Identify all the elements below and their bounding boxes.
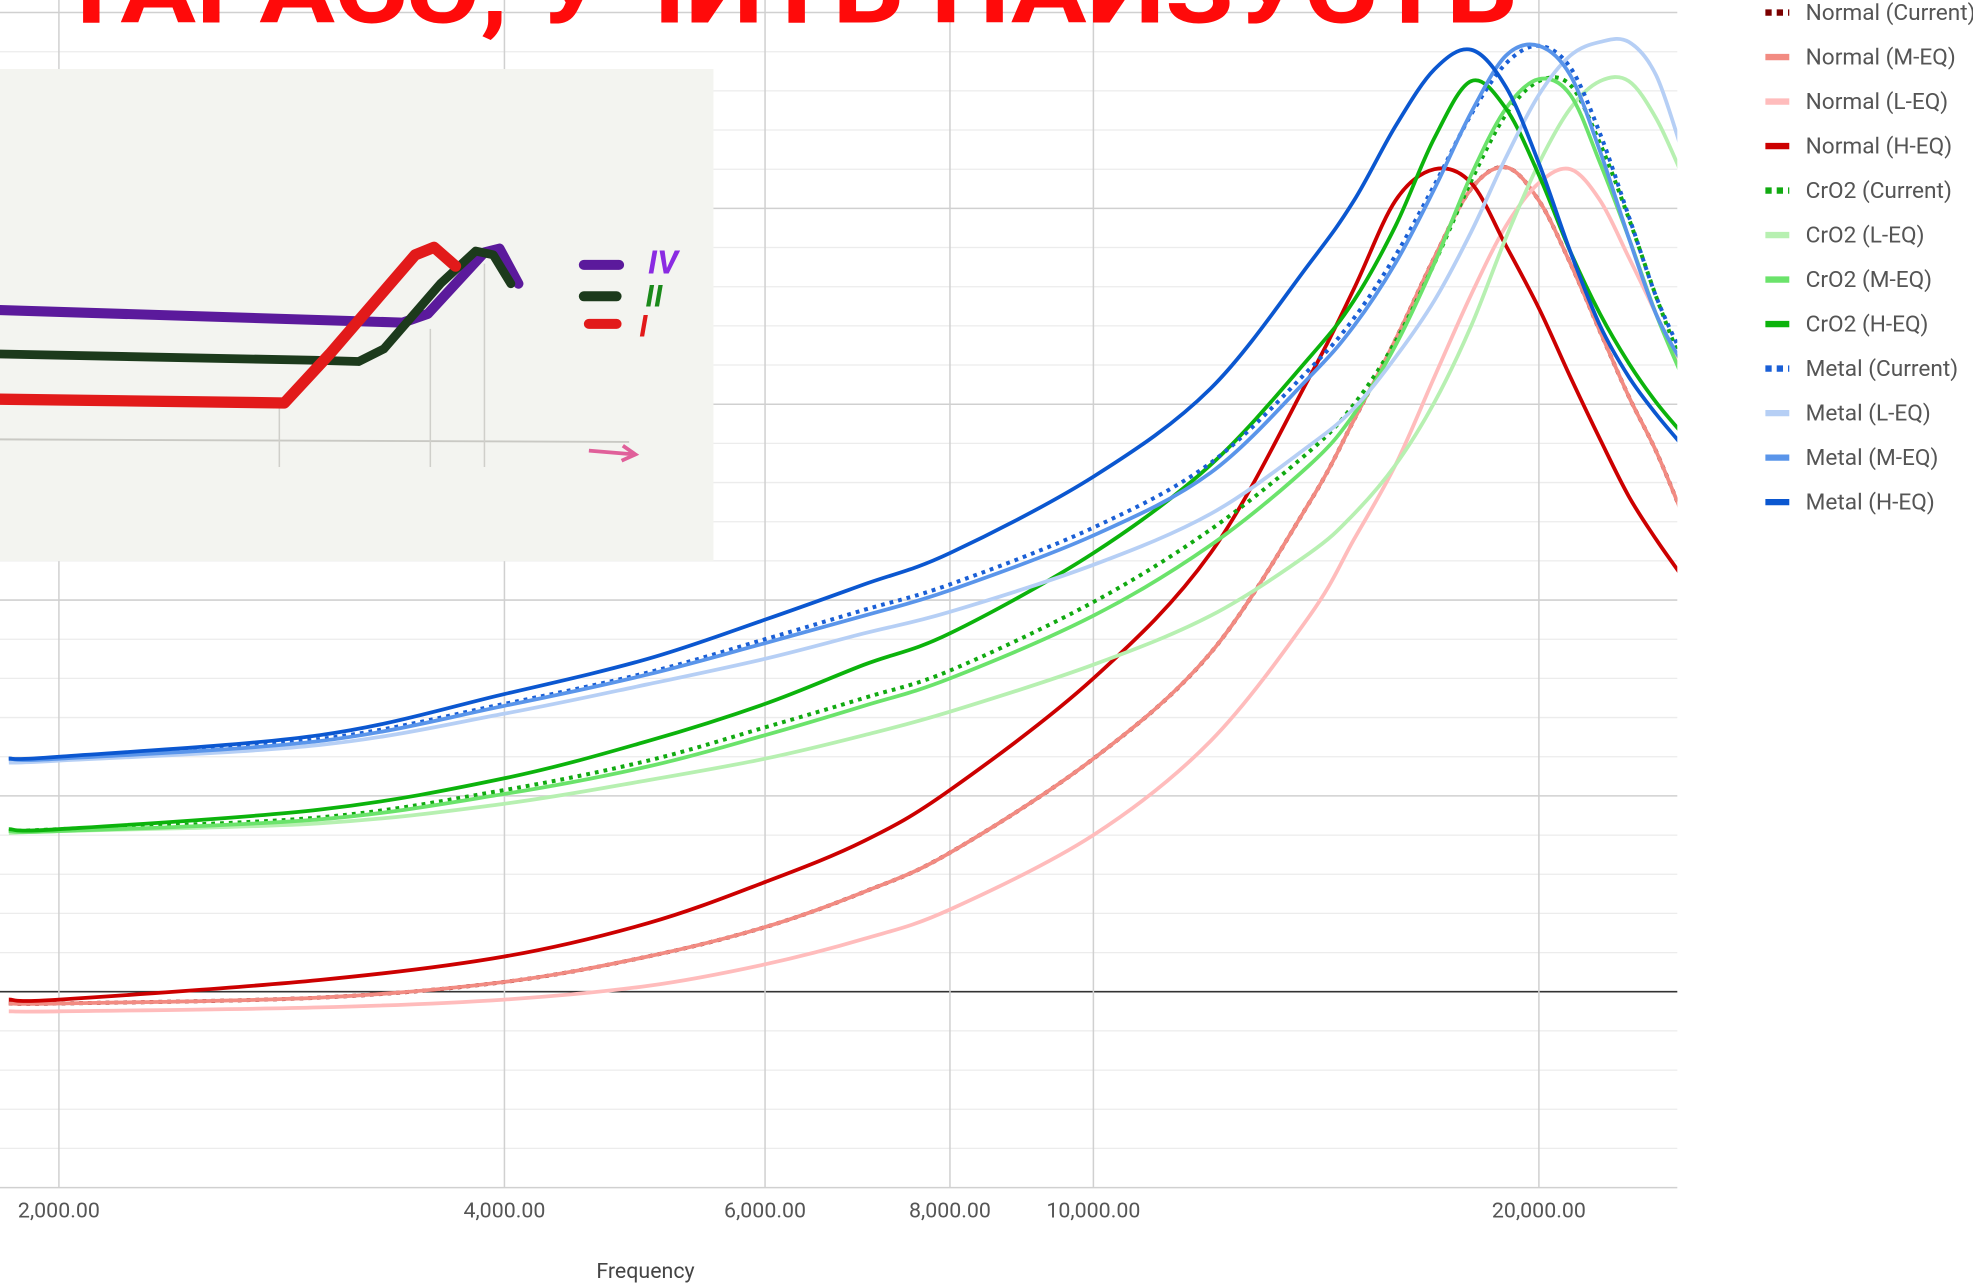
legend: Normal (Current) Normal (M-EQ) Normal (L-E… bbox=[1765, 0, 1973, 516]
series-line bbox=[8, 43, 1678, 763]
legend-label: CrO2 (Current) bbox=[1806, 177, 1952, 204]
chart-title: ТАРАСЭ, УЧИТЬ НАИЗУСТЬ bbox=[57, 0, 1517, 47]
legend-label: Metal (M-EQ) bbox=[1806, 444, 1939, 471]
plot-area bbox=[8, 37, 1678, 1014]
x-tick-label: 6,000.00 bbox=[724, 1199, 806, 1224]
legend-label: CrO2 (H-EQ) bbox=[1806, 311, 1929, 338]
x-axis-title: Frequency bbox=[596, 1259, 694, 1284]
x-tick-label: 10,000.00 bbox=[1046, 1199, 1140, 1224]
inset-line-i bbox=[0, 241, 462, 409]
legend-label: Metal (L-EQ) bbox=[1806, 400, 1931, 427]
legend-label: Normal (L-EQ) bbox=[1806, 88, 1949, 115]
axis: 2,000.00 4,000.00 6,000.00 8,000.00 10,000.0… bbox=[18, 1199, 1586, 1224]
x-tick-label: 8,000.00 bbox=[909, 1199, 991, 1224]
inset-arrow bbox=[588, 444, 640, 463]
inset-drawing: IV II I bbox=[0, 69, 714, 562]
legend-label: Metal (H-EQ) bbox=[1806, 489, 1935, 516]
legend-label: Metal (Current) bbox=[1806, 355, 1958, 382]
x-tick-label: 2,000.00 bbox=[18, 1199, 100, 1224]
legend-label: CrO2 (L-EQ) bbox=[1806, 222, 1925, 249]
inset-guides bbox=[278, 263, 486, 467]
inset-label: I bbox=[639, 309, 648, 344]
series-line bbox=[8, 75, 1678, 834]
legend-label: Normal (M-EQ) bbox=[1806, 44, 1956, 71]
series-line bbox=[8, 166, 1678, 1003]
series-line bbox=[8, 166, 1678, 1014]
x-tick-label: 20,000.00 bbox=[1492, 1199, 1586, 1224]
legend-label: Normal (Current) bbox=[1806, 0, 1973, 26]
x-tick-label: 4,000.00 bbox=[463, 1199, 545, 1224]
series-line bbox=[8, 37, 1678, 765]
legend-label: CrO2 (M-EQ) bbox=[1806, 266, 1932, 293]
series-line bbox=[8, 47, 1678, 761]
series-line bbox=[8, 165, 1678, 1006]
inset-label: IV bbox=[648, 244, 680, 282]
inset-label: II bbox=[646, 279, 664, 314]
inset-axis bbox=[0, 438, 630, 443]
grid bbox=[0, 0, 1678, 1189]
series-line bbox=[8, 76, 1678, 834]
legend-label: Normal (H-EQ) bbox=[1806, 133, 1952, 160]
inset-line-iv bbox=[0, 243, 524, 328]
series-line bbox=[8, 42, 1678, 762]
series-line bbox=[8, 75, 1678, 835]
